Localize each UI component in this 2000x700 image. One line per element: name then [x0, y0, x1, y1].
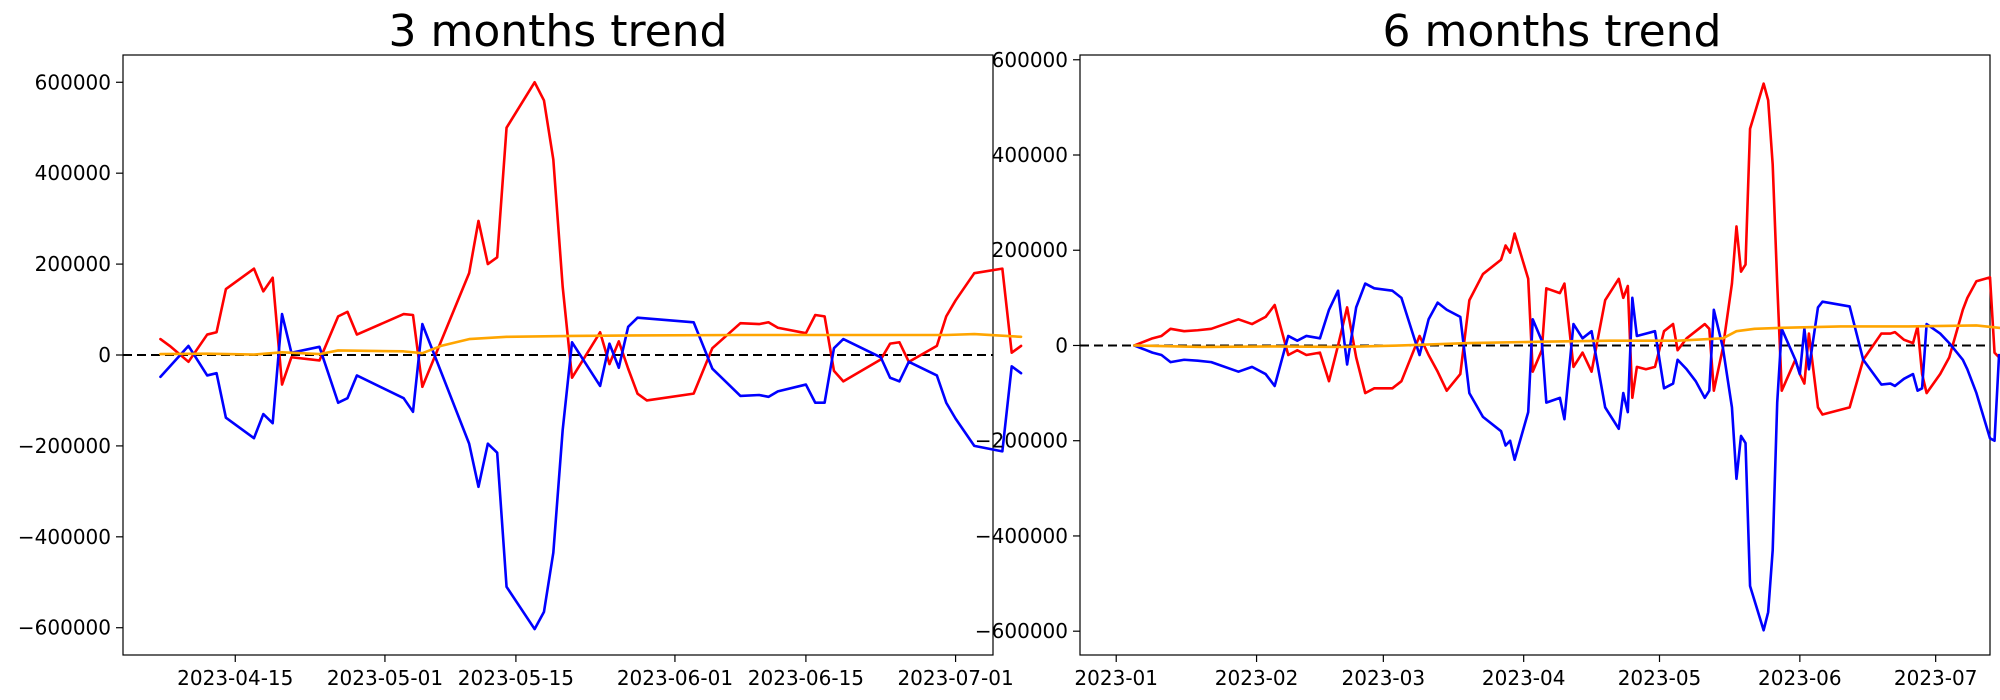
y-tick-label: 200000	[992, 238, 1068, 262]
x-tick-label: 2023-07-01	[897, 666, 1013, 690]
plot-frame	[1079, 54, 1991, 656]
chart-title: 3 months trend	[389, 6, 728, 57]
x-axis-ticks: 2023-01 2023-02 2023-03 2023-04 2023-05 2023-…	[1074, 655, 1977, 690]
chart-6-months: 6 months trend 2023-01 2023-02 2023-03 2023…	[975, 6, 2000, 690]
y-axis-ticks: −600000 −400000 −200000 0 200000 400000 600000	[18, 70, 123, 640]
series-line-blue	[159, 312, 1023, 631]
x-tick-label: 2023-02	[1215, 666, 1299, 690]
x-tick-label: 2023-06	[1758, 666, 1842, 690]
y-tick-label: −400000	[975, 524, 1068, 548]
chart-3-months: 3 months trend 2023-04-15 2023-05-01 2023-…	[18, 6, 1023, 690]
series-line-blue	[1133, 282, 2000, 632]
series-line-orange	[1133, 324, 2000, 349]
series-group	[159, 80, 1023, 631]
x-tick-label: 2023-01	[1074, 666, 1158, 690]
x-tick-label: 2023-03	[1342, 666, 1426, 690]
x-tick-label: 2023-04-15	[177, 666, 293, 690]
y-axis-ticks: −600000 −400000 −200000 0 200000 400000 600000	[975, 48, 1080, 643]
x-tick-label: 2023-06-01	[617, 666, 733, 690]
y-tick-label: 600000	[992, 48, 1068, 72]
x-tick-label: 2023-05-01	[327, 666, 443, 690]
x-tick-label: 2023-06-15	[748, 666, 864, 690]
x-tick-label: 2023-04	[1482, 666, 1566, 690]
x-tick-label: 2023-07	[1894, 666, 1978, 690]
y-tick-label: −200000	[975, 429, 1068, 453]
x-tick-label: 2023-05-15	[458, 666, 574, 690]
y-tick-label: 600000	[35, 70, 111, 94]
y-tick-label: 400000	[35, 161, 111, 185]
y-tick-label: 200000	[35, 252, 111, 276]
series-group	[1133, 82, 2000, 632]
y-tick-label: 0	[1055, 333, 1068, 357]
y-tick-label: −600000	[975, 619, 1068, 643]
y-tick-label: 0	[98, 343, 111, 367]
chart-title: 6 months trend	[1383, 6, 1722, 57]
y-tick-label: −600000	[18, 616, 111, 640]
series-line-red	[159, 80, 1023, 402]
x-axis-ticks: 2023-04-15 2023-05-01 2023-05-15 2023-06-01…	[177, 655, 1014, 690]
series-line-orange	[159, 332, 1023, 356]
x-tick-label: 2023-05	[1618, 666, 1702, 690]
y-tick-label: −200000	[18, 434, 111, 458]
y-tick-label: −400000	[18, 525, 111, 549]
y-tick-label: 400000	[992, 143, 1068, 167]
series-line-red	[1133, 82, 2000, 416]
